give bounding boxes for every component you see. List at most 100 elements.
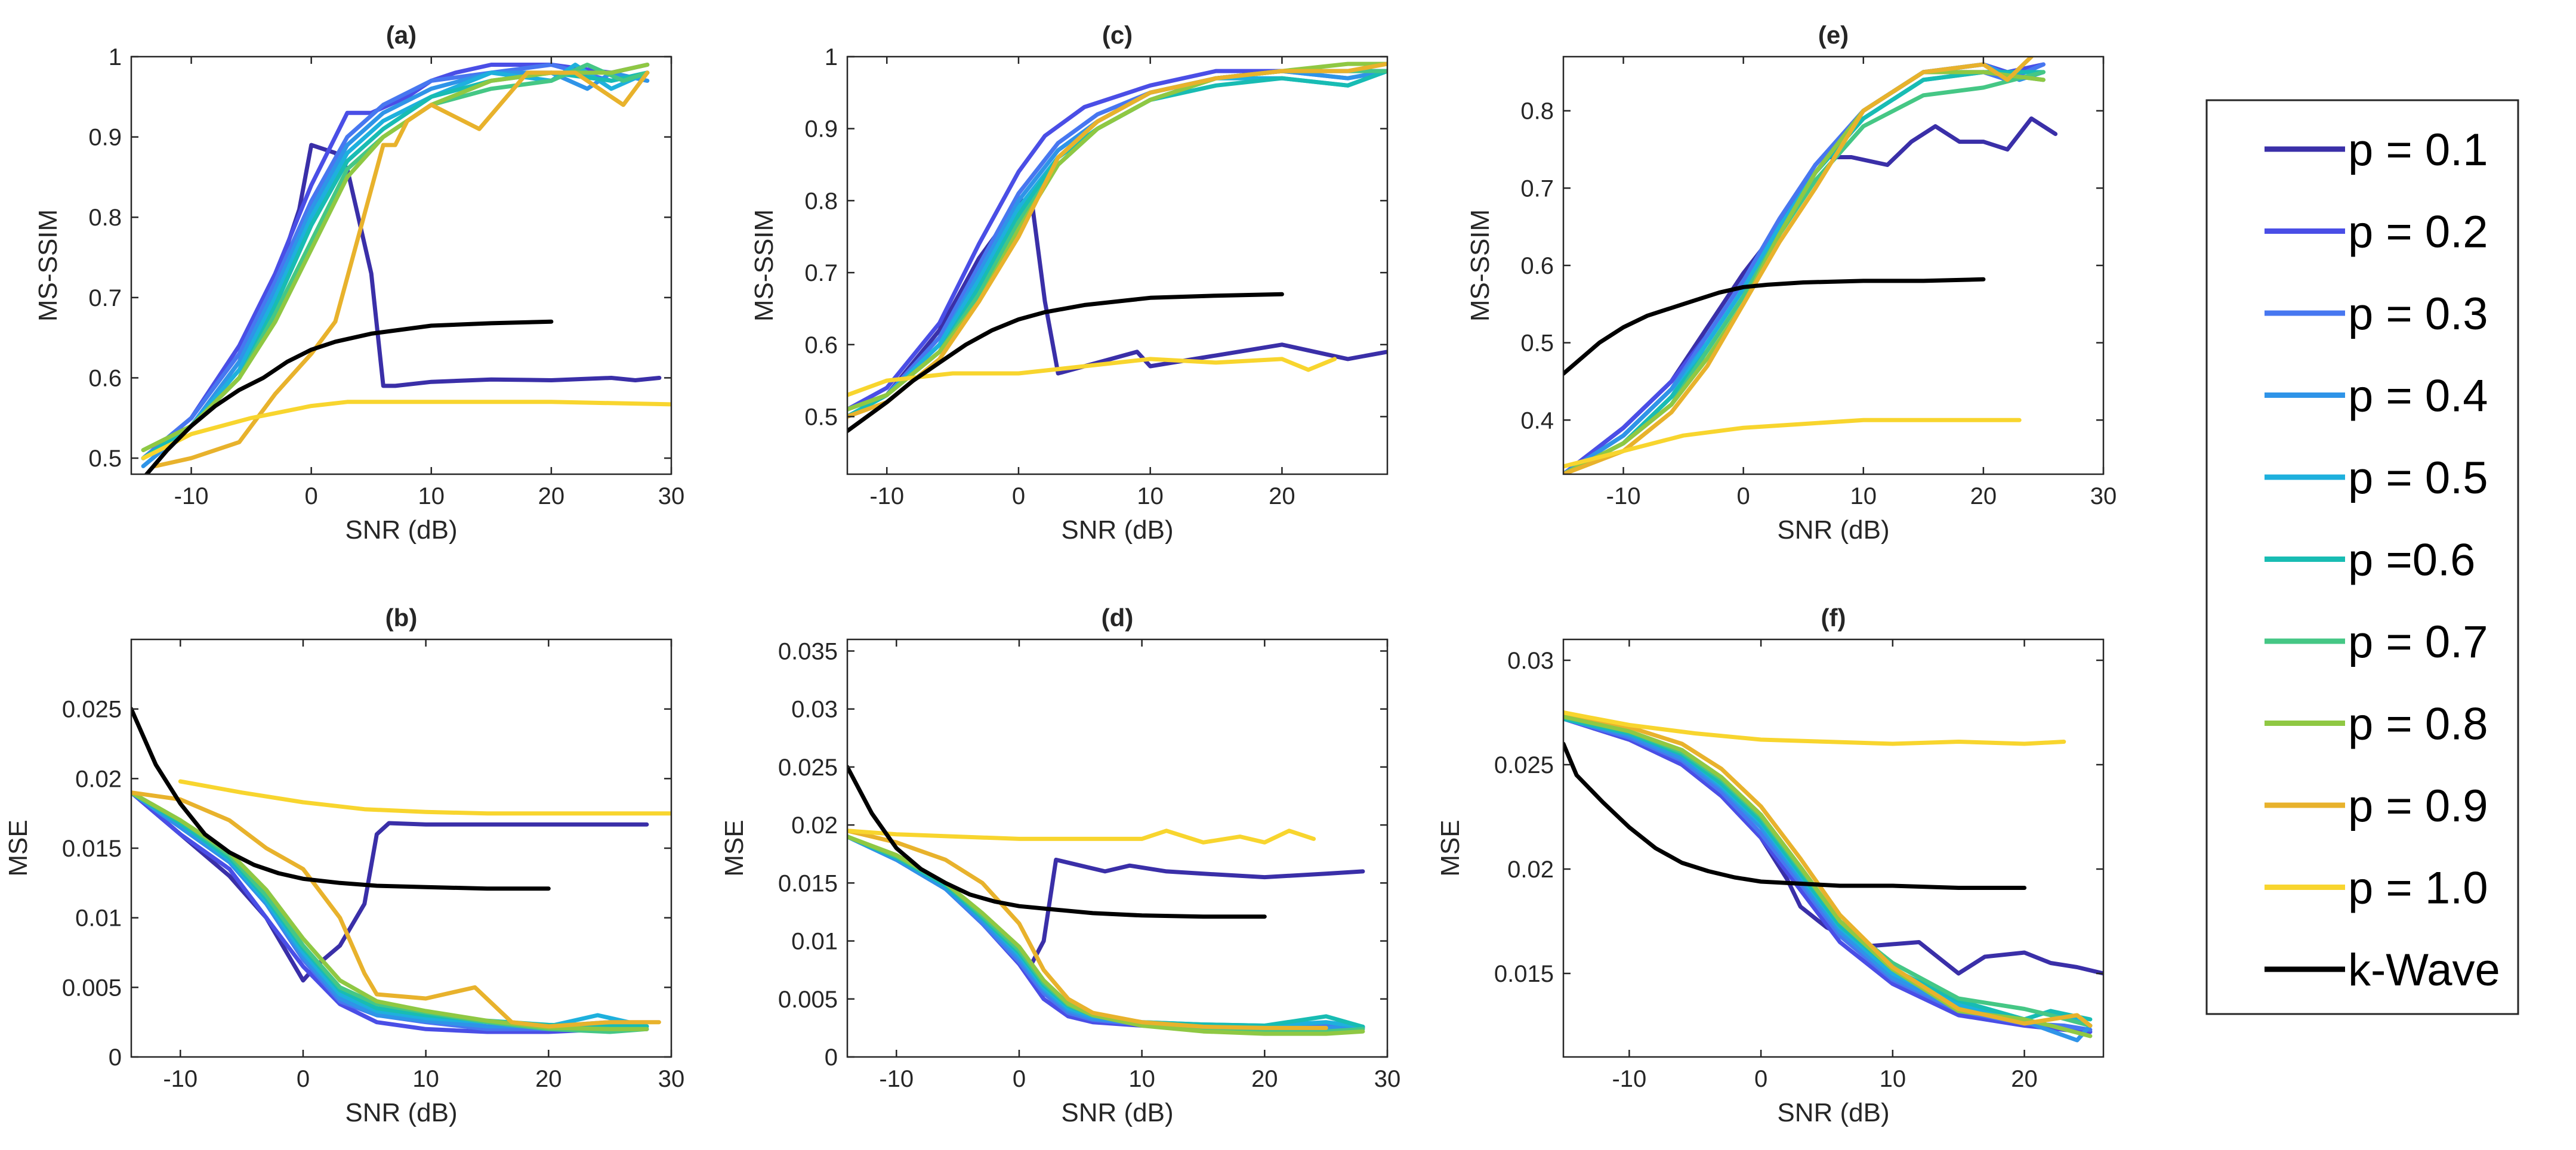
x-tick-label: 20 — [1251, 1066, 1278, 1092]
legend-label: p = 0.3 — [2348, 289, 2488, 339]
x-tick-label: 0 — [1754, 1066, 1767, 1092]
chart-panel-c: -10 0 10 20 0.5 0.6 0.7 0.8 0.9 1 (c) SNR (dB) MS-SS… — [749, 21, 1389, 545]
y-tick-label: 0 — [109, 1044, 122, 1071]
series-line-kWave — [847, 292, 1284, 434]
series-line-p1_0 — [847, 829, 1316, 845]
legend-item: p = 0.8 — [2265, 699, 2488, 750]
y-tick-label: 0.03 — [791, 697, 838, 723]
x-tick-label: 10 — [1137, 483, 1164, 509]
axes-box — [1562, 638, 2105, 1058]
panel-title: (a) — [386, 21, 417, 49]
series-line-p0_3 — [141, 63, 650, 460]
x-tick-label: 30 — [658, 483, 685, 509]
y-tick-label: 0.03 — [1507, 648, 1554, 674]
y-tick-label: 0.5 — [1520, 330, 1554, 357]
legend-item: p =0.6 — [2265, 535, 2475, 586]
axes-box — [130, 55, 672, 475]
chart-panel-a: -10 0 10 20 30 0.5 0.6 0.7 0.8 0.9 1 (a) SNR (dB) MS-… — [33, 21, 684, 545]
x-tick-label: 0 — [305, 483, 318, 509]
legend-label: p = 0.4 — [2348, 371, 2488, 422]
x-tick-label: 10 — [1128, 1066, 1155, 1092]
x-tick-label: 10 — [1880, 1066, 1906, 1092]
panel-title: (e) — [1818, 21, 1849, 49]
chart-panel-f: -10 0 10 20 0.015 0.02 0.025 0.03 (f) SNR (dB) MSE — [1436, 604, 2105, 1127]
y-axis-label: MSE — [4, 820, 33, 876]
series-line-kWave — [131, 707, 551, 891]
series-line-kWave — [144, 319, 554, 474]
series-line-p0_9 — [1563, 57, 2034, 474]
y-axis-label: MS-SSIM — [33, 209, 63, 321]
y-tick-label: 0.8 — [88, 205, 122, 231]
series-line-p0_9 — [131, 790, 661, 1029]
y-tick-label: 1 — [825, 44, 838, 70]
x-tick-label: 20 — [538, 483, 565, 509]
plot-area — [847, 639, 1387, 1057]
series-line-kWave — [847, 765, 1267, 919]
legend-item: p = 0.4 — [2265, 371, 2488, 422]
series-line-p0_9 — [847, 829, 1328, 1030]
legend: p = 0.1 p = 0.2 p = 0.3 p = 0.4 p = 0.5 p =0.… — [2205, 99, 2519, 1015]
chart-panel-b: -10 0 10 20 30 0 0.005 0.01 0.015 0.02 0.025 (b) SNR… — [4, 604, 684, 1127]
y-tick-label: 0.4 — [1520, 407, 1554, 434]
y-tick-label: 0.01 — [791, 929, 838, 955]
x-tick-label: -10 — [879, 1066, 914, 1092]
legend-box — [2205, 99, 2519, 1015]
x-tick-label: 0 — [1012, 483, 1025, 509]
x-tick-label: 30 — [1374, 1066, 1401, 1092]
series-line-p0_4 — [141, 70, 650, 468]
legend-label: p = 0.2 — [2348, 207, 2488, 258]
y-tick-label: 0.6 — [1520, 253, 1554, 279]
y-axis-label: MSE — [720, 820, 749, 876]
axes-box — [846, 55, 1389, 475]
chart-panel-e: -10 0 10 20 30 0.4 0.5 0.6 0.7 0.8 (e) SNR (dB) MS-S… — [1466, 21, 2117, 545]
y-tick-label: 0.02 — [75, 766, 122, 792]
x-tick-label: -10 — [1606, 483, 1641, 509]
y-axis-label: MS-SSIM — [749, 209, 779, 321]
y-axis-label: MS-SSIM — [1466, 209, 1495, 321]
legend-item: k-Wave — [2265, 945, 2500, 996]
series-line-p0_5 — [141, 63, 650, 460]
x-tick-label: 0 — [1013, 1066, 1026, 1092]
y-tick-label: 0.015 — [62, 836, 122, 862]
series-line-p0_4 — [1563, 716, 2093, 1043]
legend-item: p = 0.2 — [2265, 207, 2488, 258]
x-axis-label: SNR (dB) — [1061, 515, 1173, 545]
series-line-p0_2 — [1563, 716, 2093, 1034]
y-tick-label: 0.035 — [778, 638, 838, 664]
x-tick-label: 20 — [1970, 483, 1997, 509]
x-tick-label: 10 — [412, 1066, 439, 1092]
legend-item: p = 0.1 — [2265, 125, 2488, 175]
legend-label: k-Wave — [2348, 945, 2500, 996]
x-axis-label: SNR (dB) — [1061, 1098, 1173, 1127]
legend-label: p = 0.7 — [2348, 617, 2488, 667]
series-line-p0_1 — [847, 198, 1387, 419]
y-axis-label: MSE — [1436, 820, 1465, 876]
x-tick-label: 0 — [1737, 483, 1750, 509]
y-tick-label: 0.025 — [62, 697, 122, 723]
y-tick-label: 0.9 — [88, 125, 122, 151]
series-line-p1_0 — [178, 779, 671, 816]
x-axis-label: SNR (dB) — [345, 515, 457, 545]
x-tick-label: -10 — [163, 1066, 198, 1092]
series-line-p0_1 — [131, 790, 649, 983]
y-tick-label: 0.025 — [778, 755, 838, 781]
plot-area — [847, 57, 1387, 474]
y-tick-label: 0.7 — [88, 285, 122, 311]
legend-item: p = 1.0 — [2265, 863, 2488, 914]
series-line-p1_0 — [1563, 710, 2066, 746]
y-tick-label: 0.5 — [88, 446, 122, 472]
legend-item: p = 0.7 — [2265, 617, 2488, 667]
axes-box — [846, 638, 1389, 1058]
x-axis-label: SNR (dB) — [1777, 515, 1889, 545]
legend-label: p = 0.1 — [2348, 125, 2488, 175]
y-tick-label: 0.7 — [1520, 175, 1554, 202]
y-tick-label: 0.6 — [88, 365, 122, 391]
legend-label: p = 0.5 — [2348, 453, 2488, 503]
x-axis-label: SNR (dB) — [345, 1098, 457, 1127]
panel-title: (d) — [1102, 604, 1134, 632]
legend-label: p =0.6 — [2348, 535, 2475, 586]
series-line-p1_0 — [141, 400, 671, 460]
plot-area — [1563, 57, 2103, 474]
panel-title: (c) — [1102, 21, 1133, 49]
